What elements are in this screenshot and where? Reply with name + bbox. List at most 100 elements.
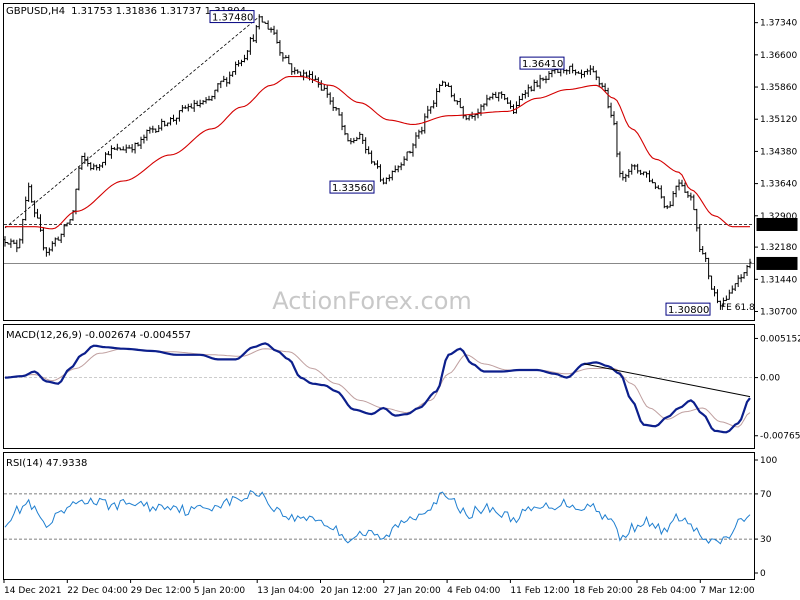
price-bar	[204, 97, 208, 104]
price-bar	[266, 20, 270, 30]
price-bar	[473, 113, 477, 121]
price-bar	[189, 103, 193, 109]
price-bar	[443, 81, 447, 87]
macd-plot	[4, 342, 754, 434]
resistance-level-tag-label: 1.32700	[760, 220, 797, 230]
price-bar	[98, 163, 102, 171]
price-bar	[497, 92, 501, 102]
price-axis-tick-label: 1.35120	[760, 115, 797, 125]
price-bar	[373, 161, 377, 166]
price-bar	[432, 100, 436, 109]
price-axis-tick-label: 1.32900	[760, 212, 797, 222]
price-bar	[145, 129, 149, 141]
price-bar	[198, 99, 202, 108]
price-bar	[281, 52, 285, 62]
price-bar	[585, 68, 589, 75]
price-bar	[109, 145, 113, 159]
price-bar	[21, 218, 25, 244]
price-bar	[547, 71, 551, 80]
price-bar	[662, 196, 666, 209]
price-bar	[180, 105, 184, 113]
price-bar	[727, 289, 731, 300]
rsi-axis-tick-label: 30	[760, 535, 772, 545]
symbol-label: GBPUSD,H4	[6, 6, 65, 17]
time-axis-tick-label: 28 Feb 04:00	[637, 586, 696, 596]
time-axis-tick-label: 29 Dec 12:00	[131, 586, 192, 596]
price-bar	[659, 185, 663, 199]
price-bar	[650, 178, 654, 184]
price-bar	[491, 92, 495, 100]
price-bar	[645, 171, 649, 178]
current-price-tag	[756, 256, 798, 270]
price-bar	[455, 100, 459, 105]
price-bar	[627, 169, 631, 178]
price-bar	[689, 192, 693, 201]
price-bar	[245, 50, 249, 61]
price-bar	[653, 182, 657, 190]
price-bar	[606, 87, 610, 109]
price-bar	[302, 69, 306, 81]
price-annotation-box	[209, 10, 255, 24]
price-bar	[166, 122, 170, 127]
time-axis-tick-label: 22 Dec 04:00	[67, 586, 128, 596]
price-bar	[95, 164, 99, 171]
price-bar	[618, 151, 622, 178]
price-bar	[417, 129, 421, 139]
price-bar	[231, 71, 235, 77]
price-bar	[612, 111, 616, 126]
price-bar	[157, 125, 161, 133]
price-bar	[594, 70, 598, 81]
price-bar	[127, 144, 131, 149]
price-bar	[163, 120, 167, 127]
price-bar	[53, 237, 57, 247]
macd-axis-tick-label: 0.005152	[760, 334, 800, 344]
price-bar	[242, 54, 246, 63]
price-bar	[420, 126, 424, 135]
price-bar	[402, 156, 406, 166]
price-bar	[571, 63, 575, 74]
price-bar	[222, 75, 226, 83]
price-bar	[387, 174, 391, 182]
macd-line	[4, 342, 751, 434]
price-bar	[80, 155, 84, 170]
price-bar	[133, 142, 137, 154]
price-bar	[568, 65, 572, 75]
price-bar	[399, 162, 403, 171]
price-bar	[325, 85, 329, 98]
price-bar	[278, 40, 282, 56]
price-bar	[254, 24, 258, 44]
price-annotation: 1.37480	[209, 10, 255, 24]
price-bar	[367, 146, 371, 155]
price-annotation: 1.36410	[519, 56, 565, 70]
price-bar	[633, 164, 637, 170]
price-panel-title: GBPUSD,H4 1.31753 1.31836 1.31737 1.31804	[6, 6, 246, 17]
resistance-level-tag	[756, 217, 798, 231]
price-bar	[36, 208, 40, 219]
price-bar	[240, 59, 244, 67]
price-bar	[86, 156, 90, 167]
price-bar	[393, 165, 397, 173]
price-bar	[615, 121, 619, 158]
price-bar	[438, 83, 442, 93]
price-bar	[695, 208, 699, 232]
axes: 1.37340 1.36600 1.35860 1.35120 1.34380 1.336…	[3, 19, 800, 596]
price-bar	[352, 137, 356, 144]
price-annotation-box	[665, 302, 711, 316]
price-bar	[656, 185, 660, 190]
price-bar	[609, 102, 613, 118]
price-bar	[24, 196, 28, 221]
price-bar	[541, 77, 545, 82]
price-bar	[707, 257, 711, 280]
price-annotation-label: 1.36410	[522, 59, 563, 70]
price-bar	[260, 15, 264, 23]
price-bar	[441, 80, 445, 86]
price-bar	[520, 93, 524, 101]
price-bar	[322, 84, 326, 91]
price-bar	[730, 285, 734, 294]
macd-panel-frame	[3, 324, 755, 449]
price-axis-tick-label: 1.34380	[760, 147, 797, 157]
price-bar	[234, 61, 238, 75]
price-bar	[671, 191, 675, 207]
price-bar	[33, 200, 37, 218]
price-bar	[390, 170, 394, 181]
